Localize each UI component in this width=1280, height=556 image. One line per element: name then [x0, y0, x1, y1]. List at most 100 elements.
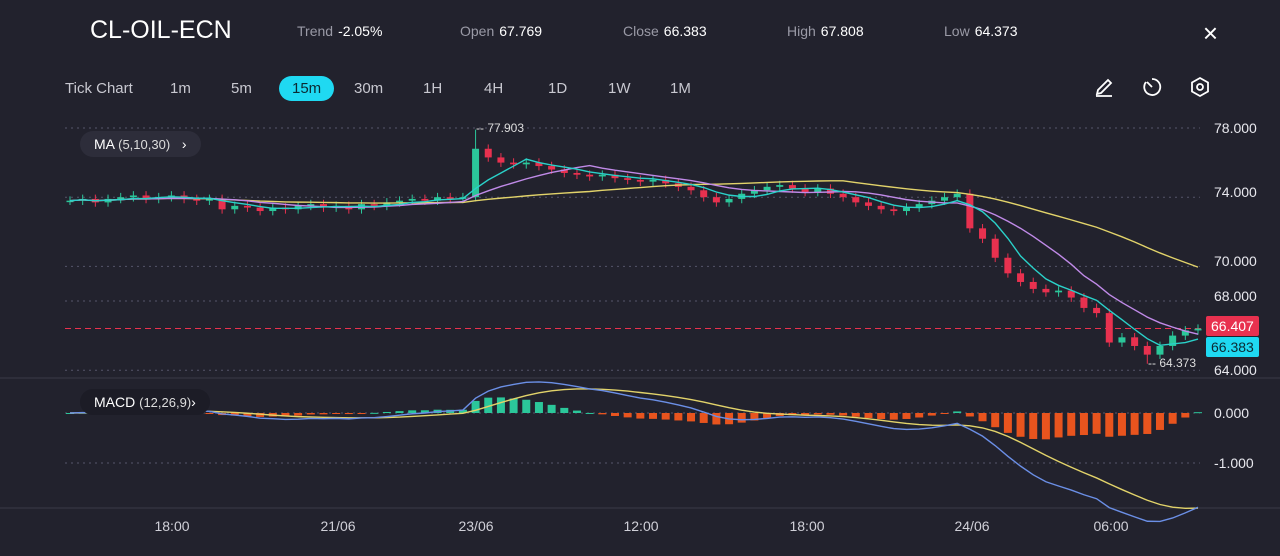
ma10-line	[69, 164, 1199, 335]
candle-body	[66, 200, 74, 203]
candle-body	[434, 197, 442, 201]
macd-histogram-bar	[978, 413, 987, 422]
candle-body	[1093, 307, 1101, 314]
macd-histogram-bar	[395, 411, 404, 413]
macd-histogram-bar	[610, 413, 619, 416]
time-tick: 18:00	[789, 518, 825, 534]
tab-15m[interactable]: 15m	[279, 76, 335, 101]
macd-indicator-button[interactable]: MACD (12,26,9)›	[80, 389, 210, 415]
macd-histogram-bar	[763, 413, 772, 419]
candle-body	[890, 209, 898, 212]
tab-5m[interactable]: 5m	[231, 80, 252, 97]
time-tick: 23/06	[458, 518, 494, 534]
macd-histogram-bar	[484, 397, 493, 413]
macd-histogram-bar	[940, 413, 949, 414]
tab-1w[interactable]: 1W	[608, 80, 631, 97]
candle-body	[1105, 313, 1113, 343]
candle-body	[750, 190, 758, 194]
candle-body	[522, 162, 530, 165]
tab-1d[interactable]: 1D	[548, 80, 568, 97]
candle-body	[712, 197, 720, 203]
macd-histogram-bar	[547, 404, 556, 413]
tab-30m[interactable]: 30m	[354, 80, 384, 97]
macd-histogram-bar	[915, 413, 924, 418]
last-close-tag: 66.383	[1206, 337, 1259, 357]
macd-histogram-bar	[699, 413, 708, 423]
price-tick: 78.000	[1214, 120, 1257, 136]
macd-histogram-bar	[953, 411, 962, 413]
price-tick: 74.000	[1214, 184, 1257, 200]
candle-body	[408, 198, 416, 201]
candle-body	[915, 204, 923, 208]
macd-line	[69, 381, 1199, 523]
candle-body	[1067, 290, 1075, 298]
macd-histogram-bar	[877, 413, 886, 420]
price-tick: 64.000	[1214, 362, 1257, 378]
macd-histogram-bar	[623, 413, 632, 418]
macd-histogram-bar	[281, 413, 290, 417]
low-marker: -- 64.373	[1148, 356, 1197, 370]
tab-4h[interactable]: 4H	[484, 80, 504, 97]
candle-body	[598, 174, 606, 177]
macd-histogram-bar	[826, 413, 835, 415]
macd-histogram-bar	[1105, 413, 1114, 437]
candle-body	[966, 193, 974, 229]
macd-histogram-bar	[674, 413, 683, 421]
candle-body	[1029, 281, 1037, 289]
macd-histogram-bar	[649, 413, 658, 419]
candle-body	[193, 198, 201, 201]
tab-1h[interactable]: 1H	[423, 80, 443, 97]
macd-histogram-bar	[687, 413, 696, 422]
tab-1m[interactable]: 1m	[170, 80, 191, 97]
close-stat: Close 66.383	[623, 23, 707, 39]
candle-body	[839, 193, 847, 198]
timer-icon[interactable]	[1141, 76, 1163, 98]
macd-histogram-bar	[1079, 413, 1088, 436]
high-stat: High 67.808	[787, 23, 864, 39]
candle-body	[117, 197, 125, 199]
candle-body	[1017, 273, 1025, 282]
candle-body	[535, 162, 543, 167]
macd-histogram-bar	[560, 407, 569, 413]
candle-body	[776, 185, 784, 187]
macd-histogram-bar	[1117, 413, 1126, 436]
candle-body	[307, 204, 315, 206]
candle-body	[687, 186, 695, 191]
macd-histogram-bar	[801, 413, 810, 416]
current-price-tag: 66.407	[1206, 316, 1259, 336]
settings-icon[interactable]	[1189, 76, 1211, 98]
candle-body	[421, 198, 429, 201]
tab-1m-month[interactable]: 1M	[670, 80, 691, 97]
macd-histogram-bar	[205, 413, 214, 414]
high-marker: -- 77.903	[476, 121, 525, 135]
candle-body	[991, 238, 999, 258]
ma5-line	[69, 158, 1199, 347]
price-tick: 68.000	[1214, 288, 1257, 304]
close-icon[interactable]: ×	[1202, 18, 1218, 48]
header: CL-OIL-ECN Trend -2.05% Open 67.769 Close 6…	[0, 16, 1280, 48]
time-tick: 18:00	[154, 518, 190, 534]
macd-histogram-bar	[1054, 413, 1063, 438]
candle-body	[877, 205, 885, 210]
candle-body	[231, 205, 239, 210]
macd-histogram-bar	[534, 402, 543, 413]
pencil-icon[interactable]	[1093, 76, 1115, 98]
macd-histogram-bar	[522, 399, 531, 413]
macd-histogram-bar	[585, 412, 594, 414]
macd-histogram-bar	[509, 398, 518, 413]
macd-histogram-bar	[864, 413, 873, 418]
candle-body	[649, 179, 657, 182]
candle-body	[1042, 288, 1050, 293]
candle-body	[826, 188, 834, 194]
candle-body	[243, 205, 251, 208]
ma-indicator-button[interactable]: MA (5,10,30) ›	[80, 131, 201, 157]
macd-histogram-bar	[230, 413, 239, 416]
macd-histogram-bar	[1168, 413, 1177, 424]
macd-histogram-bar	[496, 397, 505, 413]
candle-body	[979, 228, 987, 239]
macd-histogram-bar	[598, 413, 607, 415]
open-stat: Open 67.769	[460, 23, 543, 39]
tab-tick-chart[interactable]: Tick Chart	[65, 80, 133, 97]
low-stat: Low 64.373	[944, 23, 1018, 39]
